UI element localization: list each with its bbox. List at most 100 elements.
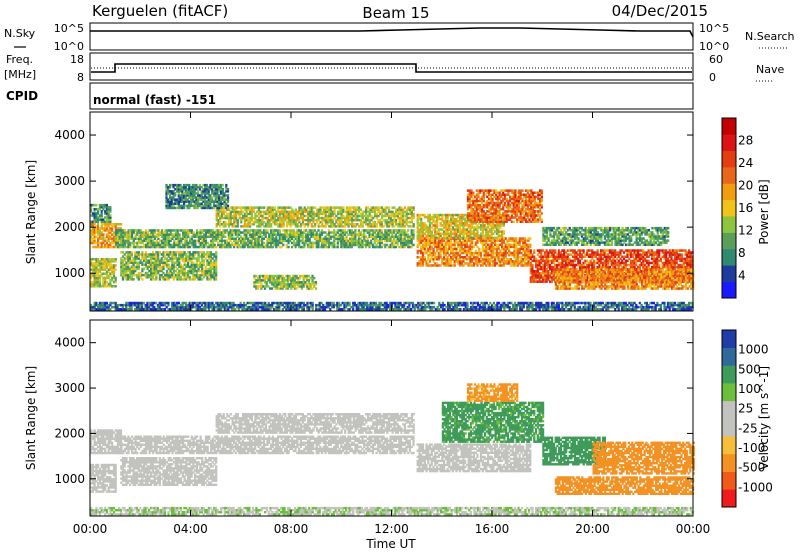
rti-cell xyxy=(427,241,430,244)
rti-cell xyxy=(499,253,502,257)
rti-cell xyxy=(284,239,287,243)
rti-cell xyxy=(169,239,172,243)
rti-cell xyxy=(187,245,190,249)
rti-cell xyxy=(125,269,128,273)
rti-cell xyxy=(412,212,415,216)
rti-cell xyxy=(430,239,433,242)
rti-cell xyxy=(116,233,120,236)
rti-cell xyxy=(168,206,172,210)
rti-cell xyxy=(211,206,214,210)
rti-cell xyxy=(487,243,490,246)
rti-cell xyxy=(165,273,169,277)
rti-cell xyxy=(218,204,221,208)
rti-cell xyxy=(364,243,368,247)
rti-cell xyxy=(354,231,357,234)
rti-cell xyxy=(169,233,172,236)
rti-cell xyxy=(107,276,110,280)
rti-cell xyxy=(229,206,232,209)
rti-cell xyxy=(319,237,322,240)
rti-cell xyxy=(466,199,470,203)
rti-cell xyxy=(275,218,278,222)
rti-cell xyxy=(160,253,163,256)
rti-cell xyxy=(98,203,101,207)
rti-cell xyxy=(211,231,215,234)
rti-cell xyxy=(289,210,292,214)
rti-cell xyxy=(331,231,334,234)
rti-cell xyxy=(294,237,297,240)
rti-cell xyxy=(343,231,346,234)
rti-cell xyxy=(238,231,241,234)
rti-cell xyxy=(125,273,128,277)
rti-cell xyxy=(439,249,442,253)
rti-cell xyxy=(168,194,172,197)
rti-cell xyxy=(248,245,251,249)
rti-cell xyxy=(270,225,273,228)
rti-cell xyxy=(479,226,483,229)
rti-cell xyxy=(361,245,364,249)
rti-cell xyxy=(453,213,456,217)
rti-cell xyxy=(382,210,385,214)
rti-cell xyxy=(405,231,408,234)
rti-cell xyxy=(180,229,183,232)
rti-cell xyxy=(121,263,125,267)
rti-cell xyxy=(129,231,132,234)
rti-cell xyxy=(322,210,326,214)
rti-cell xyxy=(527,243,530,246)
rti-cell xyxy=(215,225,218,228)
rti-cell xyxy=(162,255,165,258)
rti-cell xyxy=(258,276,261,280)
rti-cell xyxy=(134,253,137,256)
rti-cell xyxy=(236,231,239,234)
rti-cell xyxy=(329,214,333,218)
rti-cell xyxy=(209,194,212,197)
rti-cell xyxy=(190,192,193,195)
rti-cell xyxy=(333,231,336,234)
rti-cell xyxy=(254,229,257,232)
rti-cell xyxy=(490,251,493,255)
rti-cell xyxy=(180,239,183,243)
rti-cell xyxy=(105,212,108,215)
rti-cell xyxy=(93,231,96,234)
rti-cell xyxy=(107,260,110,263)
rti-cell xyxy=(446,260,449,263)
rti-cell xyxy=(226,198,230,201)
rti-cell xyxy=(174,202,177,205)
rti-cell xyxy=(492,245,495,249)
rti-cell xyxy=(205,204,208,208)
rti-cell xyxy=(474,236,477,240)
rti-cell xyxy=(250,229,253,232)
rti-cell xyxy=(188,259,191,262)
rti-cell xyxy=(453,230,456,233)
rti-cell xyxy=(354,206,357,209)
rti-cell xyxy=(308,206,311,209)
rti-cell xyxy=(201,243,204,247)
rti-cell xyxy=(279,283,282,286)
rti-cell xyxy=(170,206,173,210)
rti-cell xyxy=(241,245,244,249)
rti-cell xyxy=(331,243,334,247)
rti-cell xyxy=(127,276,130,279)
rti-cell xyxy=(401,239,404,243)
rti-cell xyxy=(121,265,125,269)
rti-cell xyxy=(179,196,182,199)
rti-cell xyxy=(270,287,274,290)
rti-cell xyxy=(100,203,103,207)
rti-cell xyxy=(380,225,384,228)
rti-cell xyxy=(326,208,329,211)
rti-cell xyxy=(233,206,236,209)
rti-cell xyxy=(462,228,465,231)
rti-cell xyxy=(492,251,495,255)
rti-cell xyxy=(475,216,478,219)
rti-cell xyxy=(107,264,110,267)
rti-cell xyxy=(90,214,93,217)
rti-cell xyxy=(225,229,229,232)
rti-cell xyxy=(183,263,186,267)
rti-cell xyxy=(165,259,169,262)
rti-cell xyxy=(137,251,140,254)
rti-cell xyxy=(490,245,493,249)
rti-cell xyxy=(361,220,364,224)
rti-cell xyxy=(275,210,278,214)
rti-cell xyxy=(527,249,530,253)
rti-cell xyxy=(193,206,196,210)
rti-cell xyxy=(95,212,98,215)
